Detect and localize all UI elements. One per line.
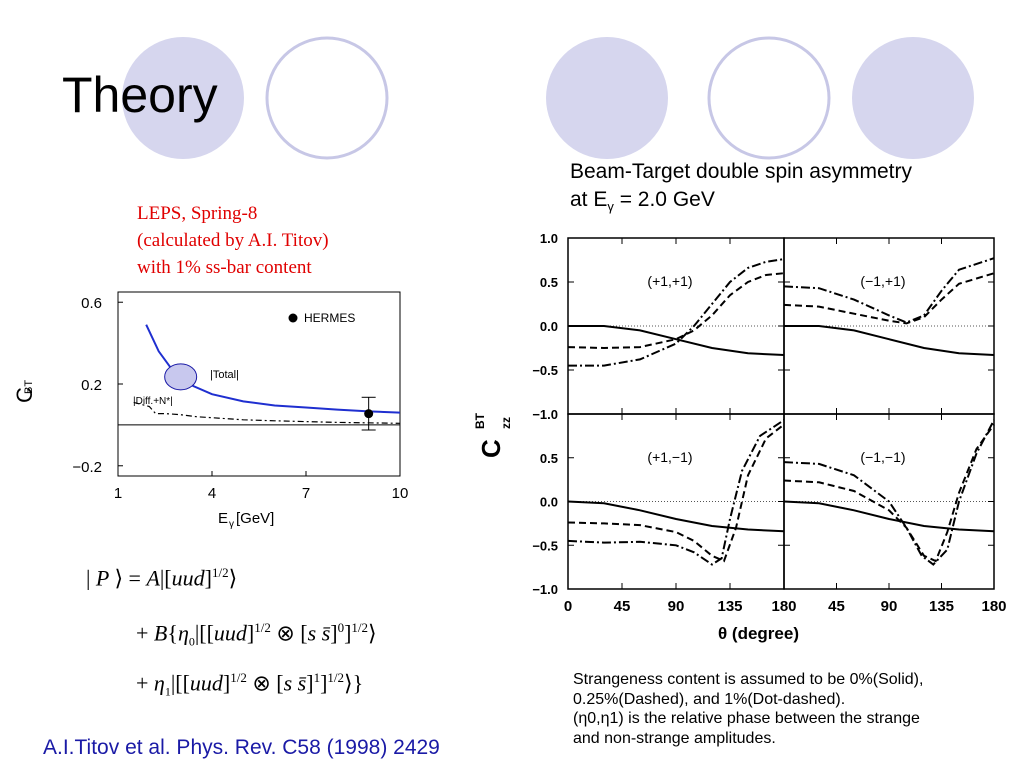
right-chart-xtick-label: 180 [771, 598, 796, 615]
right-chart-ylabel-sup: BT [473, 412, 487, 429]
left-chart-highlight-ellipse [164, 363, 198, 391]
left-chart-xlabel: E γ [GeV] [218, 510, 274, 530]
right-title-line-1: Beam-Target double spin asymmetry [570, 160, 912, 183]
right-chart-panel-label: (+1,+1) [647, 273, 692, 289]
right-chart-xtick-label: 90 [668, 598, 685, 615]
right-chart-xtick-label: 180 [981, 598, 1006, 615]
equation-line-1: | P ⟩ = A|[uud]1/2⟩ [86, 565, 238, 591]
right-chart-panel-label: (−1,−1) [860, 449, 905, 465]
right-chart-ytick-label: 1.0 [540, 231, 558, 246]
right-chart-xtick-label: 0 [564, 598, 572, 615]
right-chart-curve-dashed [567, 423, 785, 563]
left-chart-total-label: |Total| [210, 369, 239, 381]
left-chart-xtick-label: 7 [302, 485, 310, 502]
right-chart-ytick-label: −0.5 [532, 538, 558, 553]
bottom-note: Strangeness content is assumed to be 0%(… [573, 670, 1018, 748]
right-chart-curve-solid [567, 500, 785, 533]
right-chart-ytick-label: 0.0 [540, 495, 558, 510]
right-chart-curve-dashed [783, 272, 995, 325]
right-chart-xtick-label: 45 [614, 598, 631, 615]
right-chart-xtick-label: 45 [828, 598, 845, 615]
right-chart-curve-dashdot [783, 419, 995, 566]
left-chart-xtick-label: 1 [114, 485, 122, 502]
right-title-eg: at E [570, 188, 608, 211]
citation: A.I.Titov et al. Phys. Rev. C58 (1998) 2… [43, 736, 440, 759]
right-chart-curve-dashed [783, 423, 995, 563]
left-chart-ylabel: C BT [12, 380, 37, 403]
bottom-note-line-3: (η0,η1) is the relative phase between th… [573, 710, 920, 727]
left-chart-ytick-label: 0.6 [81, 295, 102, 312]
left-chart-diff-label: |Diff.+N*| [133, 396, 173, 407]
bottom-note-line-4: and non-strange amplitudes. [573, 729, 776, 747]
bottom-note-line-2: 0.25%(Dashed), and 1%(Dot-dashed). [573, 690, 846, 708]
left-chart-hermes-point [364, 409, 374, 419]
left-chart-xtick-label: 4 [208, 485, 216, 502]
left-chart-legend-label: HERMES [304, 311, 355, 325]
left-chart: 1 4 7 10 0.6 0.2 −0.2 HERMES |Total| |Diff.+N*… [12, 291, 409, 530]
right-title-rest: = 2.0 GeV [613, 188, 715, 211]
right-chart-ytick-label: −1.0 [532, 407, 558, 422]
right-title-line-2: at Eγ = 2.0 GeV [570, 186, 912, 221]
right-chart-curve-dashed [567, 272, 785, 350]
decorative-circles [122, 36, 974, 160]
left-chart-total-line [145, 324, 401, 414]
right-chart-ytick-label: −1.0 [532, 582, 558, 597]
equation-line-3: + η1|[[uud]1/2 ⊗ [s s̄]1]1/2⟩} [136, 670, 364, 699]
deco-circle-2 [265, 36, 389, 160]
right-chart-curve-solid [783, 500, 995, 533]
right-chart-curve-dashdot [567, 419, 785, 566]
right-title-sub: γ [607, 199, 614, 215]
left-chart-xlabel-sub: γ [229, 519, 234, 530]
deco-circle-5 [852, 37, 974, 159]
right-chart-xtick-label: 135 [717, 598, 742, 615]
right-chart: 1.0 0.5 0.0 −0.5 −1.0 0.5 0.0 −0.5 −1.0 0 45 90 135 1… [473, 231, 1007, 643]
right-chart-xtick-label: 90 [881, 598, 898, 615]
left-chart-xtick-label: 10 [392, 485, 409, 502]
right-chart-curve-dashdot [783, 257, 995, 324]
left-chart-ylabel-sub: BT [23, 380, 35, 394]
right-chart-panel-label: (+1,−1) [647, 449, 692, 465]
leps-note-line-3: with 1% ss-bar content [137, 257, 312, 278]
right-chart-xlabel: θ (degree) [718, 624, 799, 643]
left-chart-legend-marker [288, 313, 298, 323]
deco-circle-3 [546, 37, 668, 159]
deco-circle-1 [122, 37, 244, 159]
right-chart-ylabel-main: C [476, 439, 506, 458]
right-chart-ytick-label: 0.5 [540, 451, 558, 466]
left-chart-xlabel-main: E [218, 510, 228, 527]
leps-note-line-1: LEPS, Spring-8 [137, 203, 258, 224]
left-chart-ylabel-main: C [12, 387, 37, 403]
left-chart-ytick-label: −0.2 [72, 459, 102, 476]
bottom-note-line-1: Strangeness content is assumed to be 0%(… [573, 671, 924, 688]
leps-note: LEPS, Spring-8 (calculated by A.I. Titov… [137, 200, 329, 281]
equation-line-2: + B{η0|[[uud]1/2 ⊗ [s s̄]0]1/2⟩ [136, 620, 377, 649]
left-chart-diff-line [133, 401, 401, 424]
right-chart-ytick-label: 0.0 [540, 319, 558, 334]
right-chart-ytick-label: 0.5 [540, 275, 558, 290]
slide-title: Theory [62, 67, 218, 123]
right-chart-ylabel-sub: zz [499, 417, 513, 429]
left-chart-frame [117, 291, 401, 477]
right-chart-ylabel: C BT zz [473, 412, 513, 458]
right-chart-ytick-label: −0.5 [532, 363, 558, 378]
right-chart-xtick-label: 135 [929, 598, 954, 615]
right-chart-curve-solid [784, 325, 995, 356]
right-chart-title: Beam-Target double spin asymmetry at Eγ … [570, 158, 912, 221]
deco-circle-4 [707, 36, 831, 160]
left-chart-xlabel-unit: [GeV] [236, 510, 274, 527]
right-chart-curve-dashdot [568, 258, 785, 367]
right-chart-curve-solid [568, 325, 785, 356]
left-chart-ytick-label: 0.2 [81, 377, 102, 394]
leps-note-line-2: (calculated by A.I. Titov) [137, 230, 329, 251]
right-chart-panel-label: (−1,+1) [860, 273, 905, 289]
